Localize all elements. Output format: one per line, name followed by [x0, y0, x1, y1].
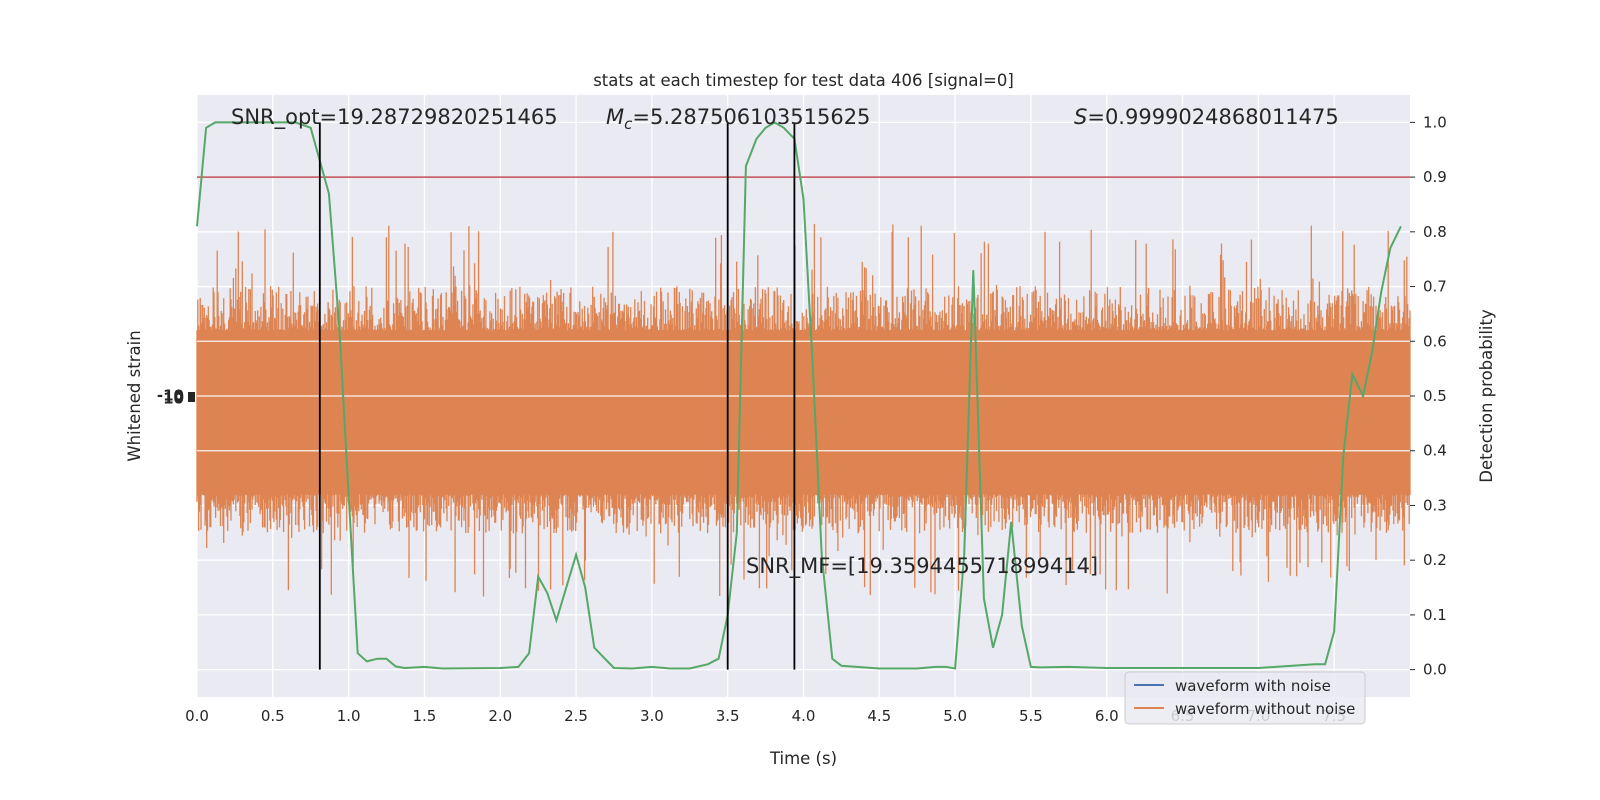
x-tick-label: 1.5: [413, 707, 437, 725]
left-tick-mark: [188, 392, 195, 402]
detection-probability-line: [196, 121, 1402, 670]
x-tick-label: 6.0: [1095, 707, 1119, 725]
mc-subscript: c: [624, 115, 633, 133]
x-axis-label: Time (s): [769, 749, 837, 768]
left-tick-label: -10: [157, 387, 184, 405]
vertical-markers: [318, 122, 796, 670]
strain-series: [196, 176, 1411, 597]
chart-title: stats at each timestep for test data 406…: [593, 71, 1014, 90]
legend-box: [1124, 671, 1366, 725]
y-tick-label: 0.3: [1423, 496, 1447, 514]
y-tick-label: 0.1: [1423, 606, 1447, 624]
s-symbol: S: [1074, 105, 1087, 129]
y-tick-label: 0.5: [1423, 387, 1447, 405]
legend-label-noise: waveform with noise: [1175, 677, 1331, 695]
legend: waveform with noise waveform without noi…: [1124, 671, 1366, 725]
y-tick-label: 1.0: [1423, 113, 1447, 131]
y-tick-label: 0.0: [1423, 661, 1447, 679]
annotation-snr-opt: SNR_opt=19.28729820251465: [231, 105, 558, 130]
strain-core: [197, 330, 1410, 495]
y-axis-label-left: Whitened strain: [125, 330, 144, 461]
x-tick-label: 3.5: [716, 707, 740, 725]
x-tick-label: 3.0: [640, 707, 664, 725]
y-tick-label: 0.8: [1423, 223, 1447, 241]
legend-label-clean: waveform without noise: [1175, 700, 1355, 718]
y-tick-label: 0.2: [1423, 551, 1447, 569]
y-axis-label-right: Detection probability: [1477, 309, 1496, 483]
probability-series: [196, 121, 1402, 670]
y-tick-label: 0.4: [1423, 442, 1447, 460]
y-tick-label: 0.9: [1423, 168, 1447, 186]
s-value: =0.9999024868011475: [1087, 105, 1338, 129]
x-tick-label: 0.0: [185, 707, 209, 725]
annotation-s: S=0.9999024868011475: [1074, 105, 1339, 129]
annotation-chirp-mass: Mc=5.287506103515625: [606, 105, 870, 133]
x-tick-label: 0.5: [261, 707, 285, 725]
annotation-snr-mf: SNR_MF=[19.359445571899414]: [746, 554, 1098, 579]
y-tick-label: 0.6: [1423, 332, 1447, 350]
mc-symbol: M: [606, 105, 624, 129]
x-tick-label: 4.0: [792, 707, 816, 725]
x-tick-label: 4.5: [867, 707, 891, 725]
x-tick-label: 2.5: [564, 707, 588, 725]
y-tick-label: 0.7: [1423, 278, 1447, 296]
mc-value: =5.287506103515625: [632, 105, 870, 129]
x-tick-label: 1.0: [337, 707, 361, 725]
x-tick-label: 5.0: [943, 707, 967, 725]
y-axis-ticks-right: 0.0 0.1 0.2 0.3 0.4 0.5 0.6 0.7 0.8 0.9 1.0: [1410, 113, 1447, 679]
left-tick-label: 10: [163, 390, 184, 408]
left-tick-label: 0: [174, 388, 184, 406]
x-tick-label: 2.0: [488, 707, 512, 725]
x-tick-label: 5.5: [1019, 707, 1043, 725]
